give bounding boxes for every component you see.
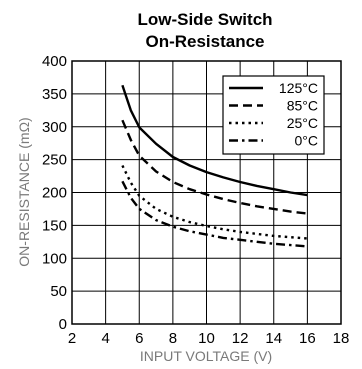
y-axis-label: ON-RESISTANCE (mΩ) <box>16 117 32 266</box>
y-tick-label: 250 <box>42 152 67 169</box>
y-tick-label: 300 <box>42 119 67 136</box>
y-tick-label: 150 <box>42 217 67 234</box>
y-tick-label: 400 <box>42 53 67 70</box>
series-line-25c <box>121 164 308 240</box>
legend-label: 25°C <box>287 115 318 131</box>
legend-label: 125°C <box>279 80 318 96</box>
legend: 125°C 85°C25°C 0°C <box>229 80 318 149</box>
x-tick-label: 8 <box>169 330 177 347</box>
y-tick-label: 0 <box>59 316 67 333</box>
x-tick-label: 18 <box>333 330 350 347</box>
x-tick-label: 16 <box>299 330 316 347</box>
series <box>121 84 308 248</box>
x-tick-label: 2 <box>68 330 76 347</box>
x-tick-label: 14 <box>265 330 282 347</box>
series-line-0c <box>121 180 308 248</box>
legend-box <box>222 75 325 155</box>
plot-frame <box>71 60 342 325</box>
x-tick-label: 12 <box>232 330 249 347</box>
axis-ticks: 2 4 6 8 10 12 14 16 18 0 50 100 150 200 250 300 350 400 <box>42 53 349 347</box>
legend-label: 85°C <box>287 98 318 114</box>
x-tick-label: 6 <box>135 330 143 347</box>
chart-title: Low-Side Switch <box>137 10 272 29</box>
x-tick-label: 10 <box>198 330 215 347</box>
y-tick-label: 100 <box>42 250 67 267</box>
y-tick-label: 50 <box>50 283 67 300</box>
x-tick-label: 4 <box>101 330 109 347</box>
series-line-85c <box>121 119 308 215</box>
chart-subtitle: On-Resistance <box>145 32 264 51</box>
x-axis-label: INPUT VOLTAGE (V) <box>140 348 272 364</box>
y-tick-label: 350 <box>42 86 67 103</box>
y-tick-label: 200 <box>42 185 67 202</box>
legend-label: 0°C <box>295 133 319 149</box>
series-line-125c <box>121 84 308 197</box>
